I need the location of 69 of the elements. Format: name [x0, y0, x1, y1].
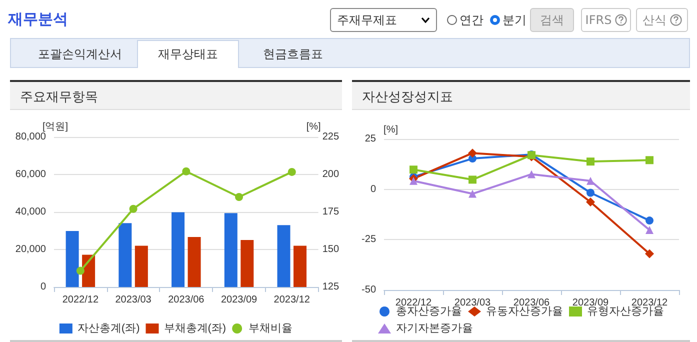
y2-tick-label: 150: [322, 244, 340, 255]
point: [182, 167, 190, 176]
point: [645, 249, 654, 258]
y-tick-label: -50: [362, 284, 376, 296]
y-tick-label: -25: [362, 234, 376, 246]
y2-tick-label: 125: [322, 282, 340, 292]
point: [410, 166, 418, 174]
chart-title: 자산성장성지표: [352, 82, 690, 110]
text: 분기: [502, 12, 526, 28]
bar: [277, 225, 290, 287]
y-axis-title: [%]: [384, 124, 398, 136]
text: 연간: [460, 12, 484, 28]
y-tick-label: 0: [370, 184, 376, 195]
point: [410, 176, 418, 185]
y2-tick-label: 225: [322, 132, 340, 142]
x-tick-label: 2023/12: [274, 294, 310, 306]
x-tick-label: 2023/09: [220, 294, 258, 306]
y-tick-label: 40,000: [15, 206, 46, 218]
point: [528, 170, 536, 178]
legend-label: 유형자산증가율: [587, 306, 664, 318]
point: [288, 168, 296, 176]
bar: [172, 212, 185, 287]
legend-label: 자산총계(좌): [77, 322, 140, 334]
y2-tick-label: 175: [322, 206, 340, 218]
text: 현금흐름표: [263, 46, 323, 62]
point: [586, 176, 594, 185]
bar: [134, 246, 148, 287]
y-tick-label: 20,000: [15, 244, 46, 255]
x-tick-label: 2023/06: [168, 294, 205, 306]
point: [646, 216, 654, 225]
bar: [224, 213, 238, 287]
legend-label: 자기자본증가율: [396, 322, 473, 334]
legend-label: 총자산증가율: [396, 306, 462, 318]
legend-label: 유동자산증가율: [486, 306, 563, 318]
point: [586, 158, 594, 166]
chart-title: 주요재무항목: [10, 82, 342, 110]
bar: [66, 230, 79, 287]
y-tick-label: 60,000: [15, 169, 46, 180]
point: [646, 156, 654, 164]
point: [468, 148, 477, 158]
text: 검색: [540, 12, 564, 28]
text: 주재무제표: [337, 12, 397, 28]
bar: [294, 246, 307, 287]
point: [76, 266, 84, 275]
point: [468, 190, 476, 198]
legend-label: 부채총계(좌): [164, 322, 226, 334]
x-tick-label: 2023/03: [115, 294, 152, 306]
bar: [118, 223, 132, 287]
text: IFRS: [585, 13, 612, 27]
point: [646, 226, 654, 234]
x-tick-label: 2022/12: [62, 294, 99, 306]
bar: [188, 236, 201, 287]
point: [468, 176, 476, 184]
legend-label: 부채비율: [248, 322, 293, 334]
point: [586, 188, 594, 197]
point: [235, 193, 244, 201]
y2-tick-label: 200: [322, 169, 340, 180]
point: [586, 198, 595, 207]
text: 재무상태표: [158, 46, 218, 63]
text: 포괄손익계산서: [38, 46, 122, 62]
point: [129, 204, 138, 213]
y-tick-label: 25: [364, 134, 376, 144]
y-tick-label: 80,000: [15, 132, 46, 142]
bar: [240, 240, 254, 287]
y-tick-label: 0: [40, 282, 46, 292]
y-axis-title: [억원]: [42, 122, 68, 133]
text: 재무분석: [8, 10, 68, 29]
text: 산식: [642, 12, 666, 28]
y2-axis-title: [%]: [306, 122, 321, 133]
